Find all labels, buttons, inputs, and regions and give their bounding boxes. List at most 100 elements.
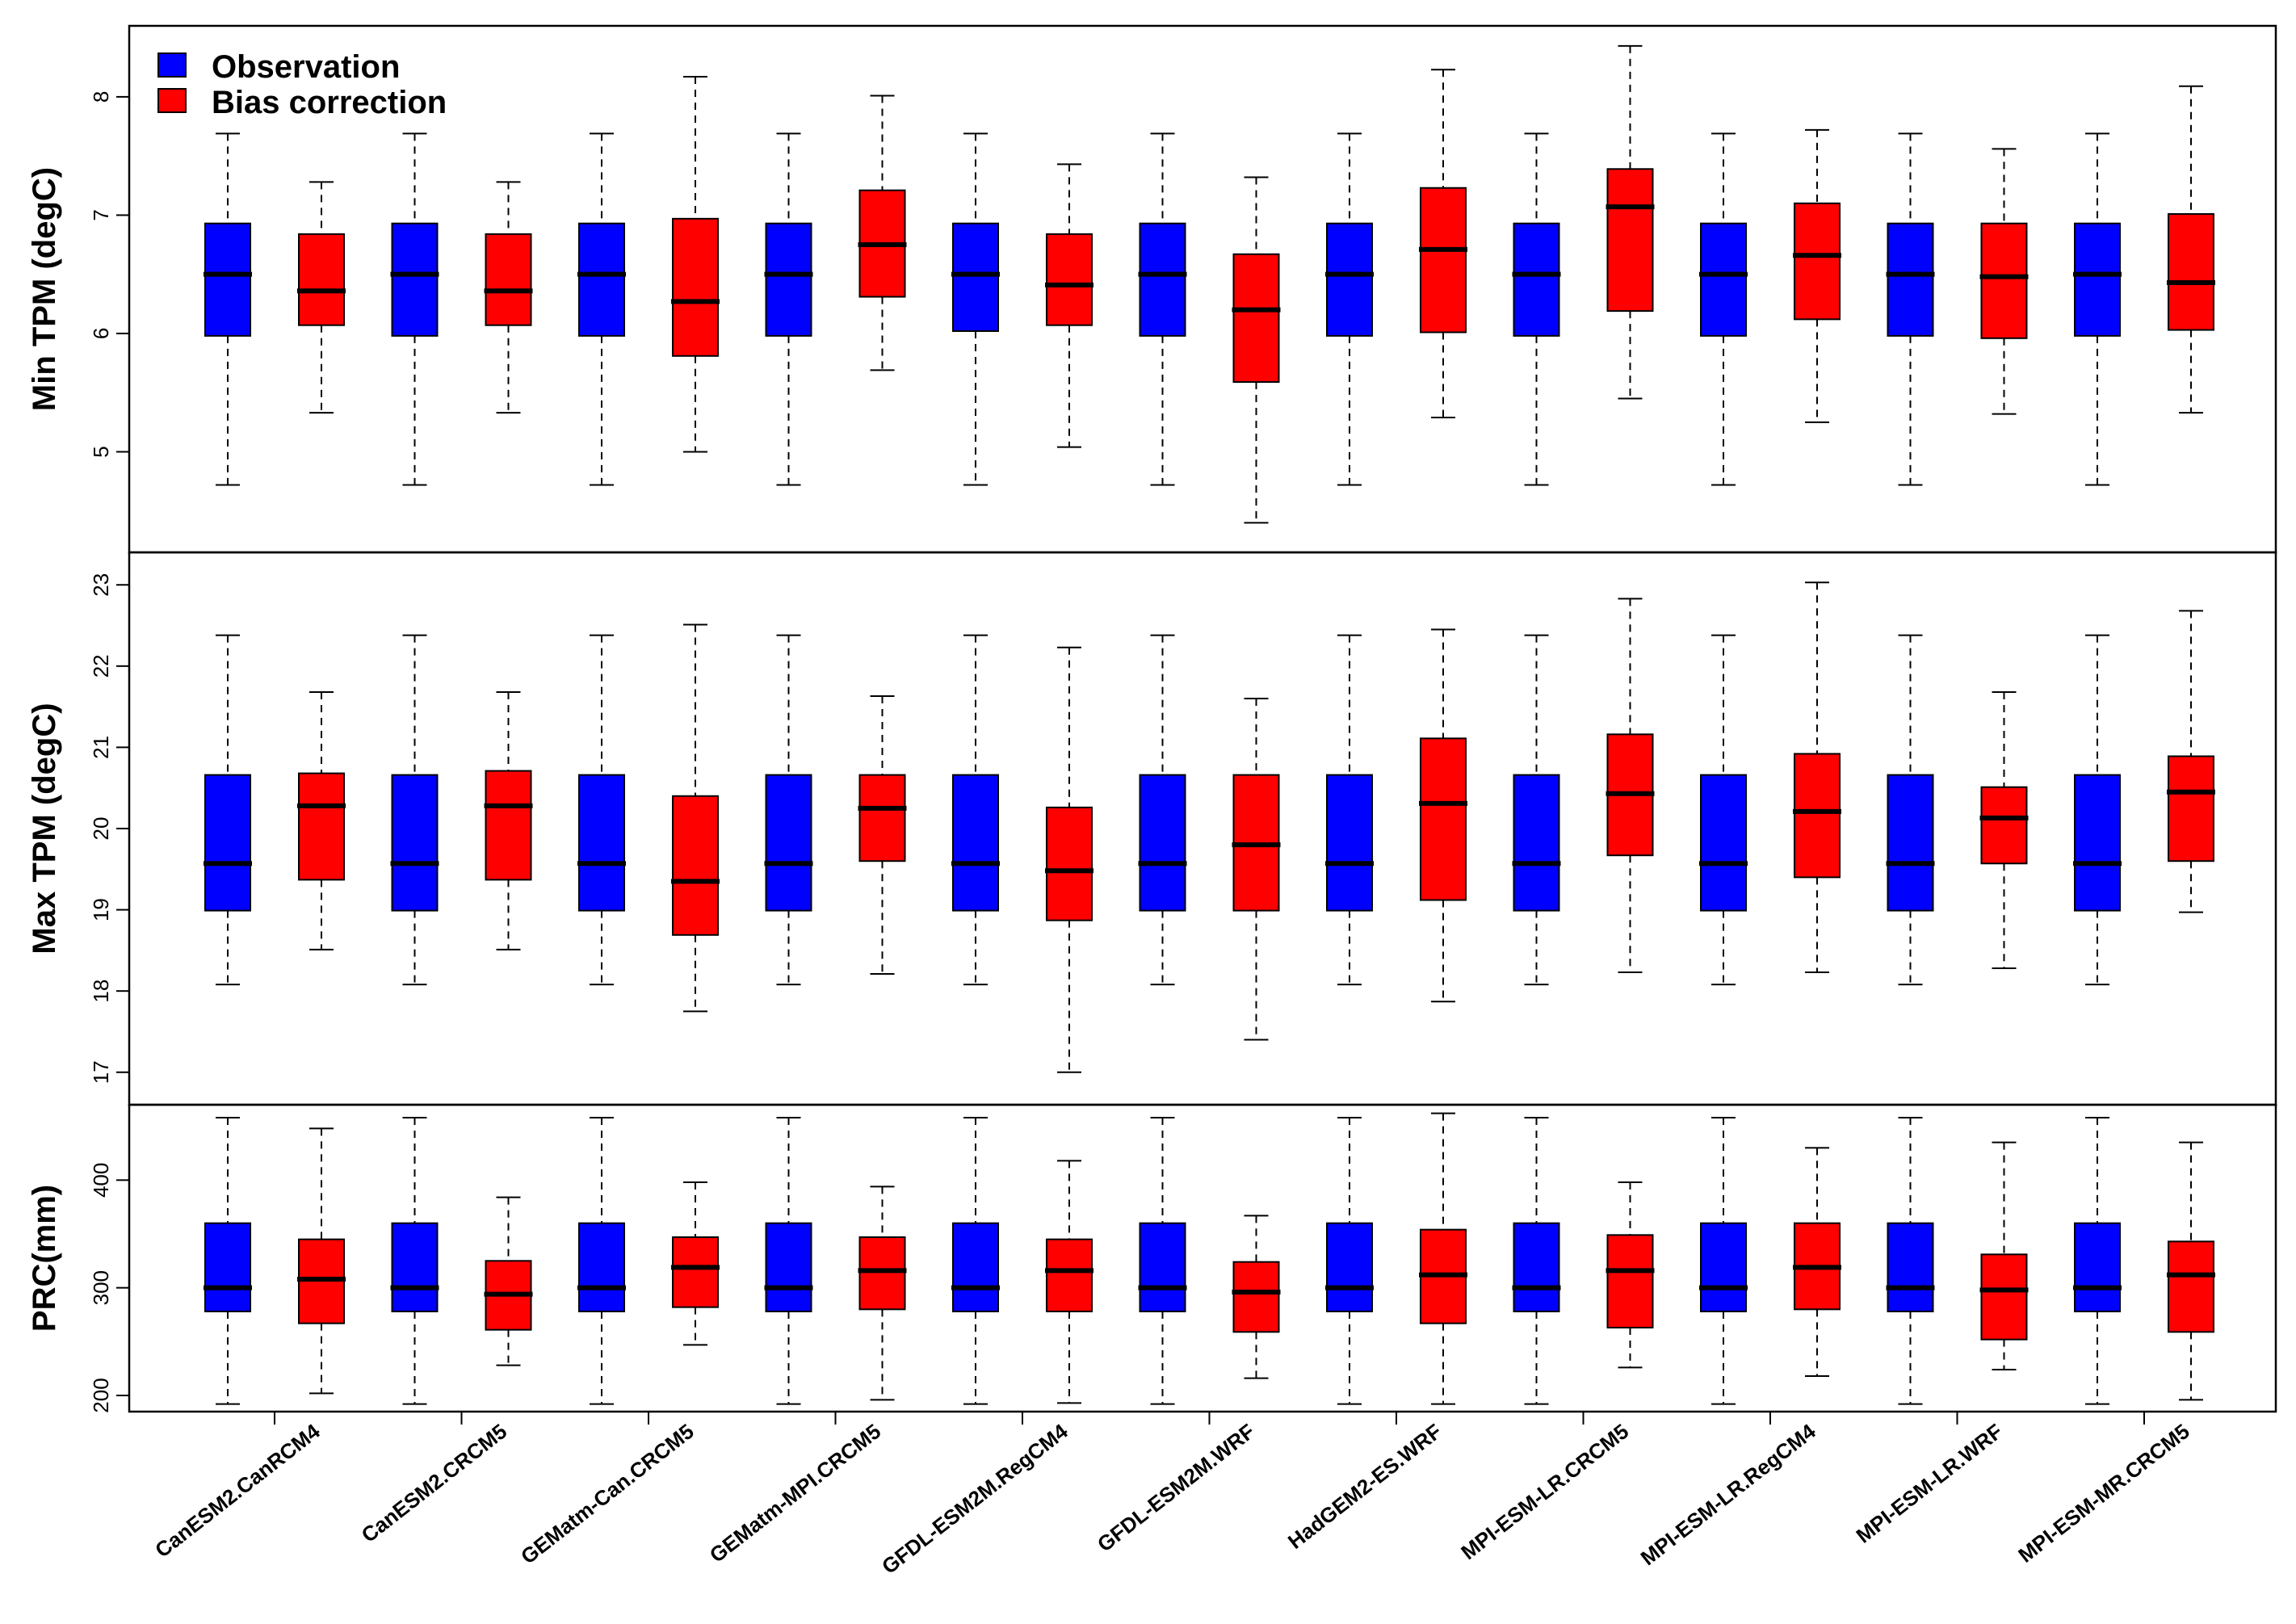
box-observation-gematm-mpi-crcm5 <box>764 634 813 986</box>
box-bias-correction-gfdl-esm2m-regcm4 <box>1045 163 1093 448</box>
iqr-box <box>858 774 906 862</box>
box-observation-mpi-esm-lr-wrf <box>1886 1117 1935 1405</box>
iqr-box <box>204 1222 251 1312</box>
box-observation-mpi-esm-mr-crcm5 <box>2073 1117 2122 1405</box>
iqr-box <box>2074 222 2121 337</box>
box-observation-gfdl-esm2m-wrf <box>1138 132 1187 486</box>
y-tick-label: 21 <box>89 736 113 759</box>
iqr-box <box>1606 168 1654 313</box>
box-observation-canesm2-canrcm4 <box>204 634 252 986</box>
legend-swatch-observation <box>157 52 187 78</box>
box-bias-correction-gfdl-esm2m-regcm4 <box>1045 646 1093 1073</box>
box-bias-correction-hadgem2-es-wrf <box>1419 1112 1467 1405</box>
box-observation-mpi-esm-lr-regcm4 <box>1699 132 1748 486</box>
y-tick-label: 22 <box>89 654 113 678</box>
iqr-box <box>765 1222 812 1312</box>
iqr-box <box>1980 786 2028 865</box>
iqr-box <box>2168 1240 2214 1333</box>
box-bias-correction-canesm2-canrcm4 <box>297 1127 346 1395</box>
box-observation-mpi-esm-mr-crcm5 <box>2073 132 2122 486</box>
panel-frame <box>128 1103 2277 1413</box>
box-bias-correction-mpi-esm-lr-regcm4 <box>1793 128 1841 423</box>
panel-frame <box>128 24 2277 554</box>
box-bias-correction-mpi-esm-lr-crcm5 <box>1606 598 1655 974</box>
box-bias-correction-hadgem2-es-wrf <box>1419 69 1467 418</box>
box-observation-hadgem2-es-wrf <box>1325 634 1374 986</box>
box-observation-gfdl-esm2m-regcm4 <box>951 1117 1000 1405</box>
x-tick-label-canesm2-canrcm4: CanESM2.CanRCM4 <box>150 1419 325 1563</box>
box-observation-canesm2-canrcm4 <box>204 132 252 486</box>
iqr-box <box>1794 202 1841 321</box>
x-tick-label-gematm-can-crcm5: GEMatm-Can.CRCM5 <box>516 1419 699 1569</box>
box-bias-correction-hadgem2-es-wrf <box>1419 628 1467 1003</box>
box-bias-correction-mpi-esm-lr-regcm4 <box>1793 581 1841 974</box>
legend-swatch-bias-correction <box>157 88 187 113</box>
iqr-box <box>1700 774 1747 912</box>
iqr-box <box>858 1236 906 1311</box>
iqr-box <box>1887 222 1934 337</box>
y-tick-label: 6 <box>89 328 113 339</box>
iqr-box <box>391 774 439 912</box>
box-observation-canesm2-crcm5 <box>390 634 439 986</box>
iqr-box <box>204 222 251 337</box>
iqr-box <box>1980 222 2028 339</box>
box-observation-mpi-esm-lr-regcm4 <box>1699 634 1748 986</box>
iqr-box <box>1139 1222 1186 1312</box>
legend-label-bias-correction: Bias correction <box>212 85 447 120</box>
panels-group: 5 6 7 8 Min TPM (degC) 17 18 19 20 21 22 23 Max TPM … <box>27 24 2277 1413</box>
y-tick-label: 400 <box>89 1163 113 1198</box>
x-tick-label-canesm2-crcm5: CanESM2.CRCM5 <box>357 1419 512 1547</box>
iqr-box <box>1513 1222 1560 1312</box>
iqr-box <box>1326 222 1373 337</box>
iqr-box <box>2074 1222 2121 1312</box>
y-axis-label: Max TPM (degC) <box>27 703 62 954</box>
box-observation-gfdl-esm2m-regcm4 <box>951 132 1000 486</box>
box-bias-correction-gematm-mpi-crcm5 <box>858 1185 907 1401</box>
iqr-box <box>1513 222 1560 337</box>
panel-2: 17 18 19 20 21 22 23 Max TPM (degC) <box>27 551 2277 1106</box>
iqr-box <box>1887 774 1934 912</box>
iqr-box <box>2168 755 2214 862</box>
iqr-box <box>672 795 719 936</box>
box-bias-correction-mpi-esm-mr-crcm5 <box>2167 1141 2215 1401</box>
iqr-box <box>1232 253 1280 384</box>
box-bias-correction-mpi-esm-lr-crcm5 <box>1606 44 1655 400</box>
iqr-box <box>1420 187 1467 334</box>
y-axis-label: Min TPM (degC) <box>27 167 62 411</box>
iqr-box <box>2168 212 2214 331</box>
iqr-box <box>578 1222 625 1312</box>
iqr-box <box>1046 1238 1093 1312</box>
box-observation-mpi-esm-lr-wrf <box>1886 634 1935 986</box>
y-tick-label: 18 <box>89 980 113 1003</box>
box-bias-correction-gematm-can-crcm5 <box>671 623 720 1013</box>
iqr-box <box>1046 806 1093 921</box>
y-tick-label: 23 <box>89 573 113 597</box>
box-bias-correction-gematm-can-crcm5 <box>671 76 720 453</box>
iqr-box <box>1139 774 1186 912</box>
box-bias-correction-mpi-esm-lr-wrf <box>1979 148 2029 415</box>
iqr-box <box>485 233 532 326</box>
box-observation-canesm2-canrcm4 <box>204 1117 252 1405</box>
iqr-box <box>578 222 625 337</box>
y-tick-label: 300 <box>89 1270 113 1305</box>
box-bias-correction-gematm-can-crcm5 <box>671 1181 720 1346</box>
y-tick-label: 8 <box>89 91 113 103</box>
box-bias-correction-mpi-esm-mr-crcm5 <box>2167 85 2215 414</box>
box-observation-hadgem2-es-wrf <box>1325 132 1374 486</box>
y-tick-label: 5 <box>89 446 113 457</box>
legend-label-observation: Observation <box>212 49 400 85</box>
x-tick-label-gfdl-esm2m-wrf: GFDL-ESM2M.WRF <box>1093 1419 1259 1556</box>
box-bias-correction-canesm2-canrcm4 <box>297 691 346 950</box>
box-observation-canesm2-crcm5 <box>390 1117 439 1405</box>
x-tick-label-gematm-mpi-crcm5: GEMatm-MPI.CRCM5 <box>705 1419 885 1567</box>
box-observation-mpi-esm-mr-crcm5 <box>2073 634 2122 986</box>
box-observation-mpi-esm-lr-regcm4 <box>1699 1117 1748 1405</box>
panel-3: 200 300 400 PRC(mm) <box>27 1103 2277 1413</box>
box-bias-correction-canesm2-crcm5 <box>484 691 533 950</box>
box-bias-correction-gfdl-esm2m-wrf <box>1232 176 1281 524</box>
iqr-box <box>1887 1222 1934 1312</box>
x-tick-label-hadgem2-es-wrf: HadGEM2-ES.WRF <box>1283 1419 1446 1554</box>
x-category-labels: CanESM2.CanRCM4 CanESM2.CRCM5 GEMatm-Can.C… <box>150 1412 2194 1579</box>
box-observation-mpi-esm-lr-crcm5 <box>1512 634 1561 986</box>
box-observation-canesm2-crcm5 <box>390 132 439 486</box>
